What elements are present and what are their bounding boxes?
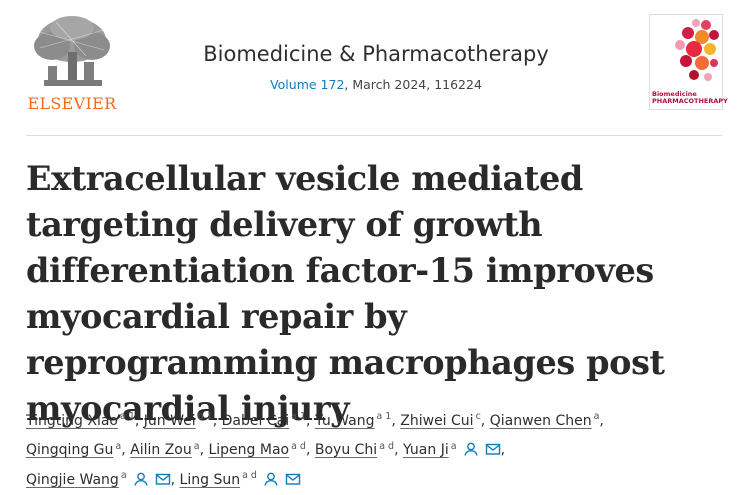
email-icon[interactable] (485, 439, 501, 456)
author-separator: , (170, 471, 180, 488)
author-item: Yuan Ji a, (402, 439, 506, 459)
author-separator: , (500, 442, 506, 459)
author-profile-icon[interactable] (133, 469, 149, 486)
author-name-link[interactable]: Qianwen Chen (489, 412, 592, 429)
affiliation-marker[interactable]: a d (242, 470, 257, 482)
affiliation-marker[interactable]: c (475, 411, 481, 422)
cover-title: Biomedicine (652, 90, 697, 98)
author-item: Lipeng Mao a d, (208, 440, 315, 459)
journal-header: ELSEVIER Biomedicine & Pharmacotherapy V… (0, 0, 737, 136)
author-separator: , (394, 442, 403, 459)
elsevier-tree-icon (26, 12, 118, 94)
affiliation-marker[interactable]: a d (291, 440, 306, 452)
author-name-link[interactable]: Qingjie Wang (26, 471, 119, 488)
author-separator: , (121, 442, 131, 459)
author-separator: , (391, 412, 401, 429)
author-item: Dabei Cai a 1, (221, 411, 315, 429)
author-item: Boyu Chi a d, (314, 440, 403, 459)
affiliation-marker[interactable]: a 1 (119, 411, 135, 422)
author-item: Qingqing Gu a, (26, 440, 131, 459)
affiliation-marker[interactable]: a (115, 440, 122, 452)
author-item: Ling Sun a d (179, 469, 301, 488)
author-item: Tingting Xiao a 1, (26, 411, 144, 429)
affiliation-marker[interactable]: a 1 (376, 411, 392, 422)
author-separator: , (212, 412, 222, 429)
author-name-link[interactable]: Tingting Xiao (26, 412, 118, 429)
email-icon[interactable] (155, 469, 171, 485)
author-item: Yu Wang a 1, (314, 411, 401, 429)
author-item: Qingjie Wang a, (26, 469, 180, 488)
author-name-link[interactable]: Ailin Zou (130, 442, 192, 459)
article-title: Extracellular vesicle mediated targeting… (26, 159, 665, 428)
author-name-link[interactable]: Zhiwei Cui (400, 412, 474, 429)
author-list: Tingting Xiao a 1, Jun Wei b 1, Dabei Cai a… (26, 404, 726, 493)
author-item: Jun Wei b 1, (143, 411, 222, 429)
author-item: Qianwen Chen a, (489, 411, 604, 429)
affiliation-marker[interactable]: a d (379, 440, 395, 452)
affiliation-marker[interactable]: a 1 (291, 411, 306, 422)
author-name-link[interactable]: Yu Wang (314, 412, 375, 429)
email-icon[interactable] (285, 469, 301, 485)
header-divider (26, 135, 722, 136)
elsevier-wordmark: ELSEVIER (27, 94, 117, 113)
author-separator: , (306, 412, 315, 429)
affiliation-marker[interactable]: a (593, 411, 600, 422)
journal-cover-thumbnail[interactable]: Biomedicine PHARMACOTHERAPY (649, 14, 728, 110)
issue-details: , March 2024, 116224 (344, 77, 482, 92)
author-profile-icon[interactable] (263, 469, 279, 486)
cover-artwork-icon (650, 15, 722, 87)
elsevier-logo[interactable]: ELSEVIER (26, 12, 118, 113)
author-name-link[interactable]: Ling Sun (179, 471, 241, 488)
affiliation-marker[interactable]: b 1 (197, 411, 213, 422)
author-profile-icon[interactable] (463, 439, 479, 457)
volume-link[interactable]: Volume 172 (270, 77, 345, 92)
author-separator: , (134, 412, 144, 429)
author-separator: , (480, 412, 490, 429)
affiliation-marker[interactable]: a (120, 470, 127, 482)
author-separator: , (199, 442, 209, 459)
cover-subtitle: PHARMACOTHERAPY (652, 97, 728, 105)
author-name-link[interactable]: Yuan Ji (402, 442, 449, 459)
author-name-link[interactable]: Dabei Cai (221, 412, 290, 429)
author-item: Ailin Zou a, (130, 440, 209, 459)
journal-title[interactable]: Biomedicine & Pharmacotherapy (203, 42, 549, 66)
author-name-link[interactable]: Jun Wei (143, 412, 196, 429)
cover-label: Biomedicine PHARMACOTHERAPY (652, 90, 728, 105)
affiliation-marker[interactable]: a (193, 440, 200, 452)
author-name-link[interactable]: Qingqing Gu (26, 442, 114, 459)
author-item: Zhiwei Cui c, (400, 411, 490, 429)
author-separator: , (305, 442, 315, 459)
author-name-link[interactable]: Lipeng Mao (208, 442, 290, 459)
author-separator: , (599, 412, 604, 429)
author-name-link[interactable]: Boyu Chi (314, 442, 378, 459)
journal-issue-info: Volume 172, March 2024, 116224 (176, 77, 576, 92)
affiliation-marker[interactable]: a (450, 440, 457, 452)
